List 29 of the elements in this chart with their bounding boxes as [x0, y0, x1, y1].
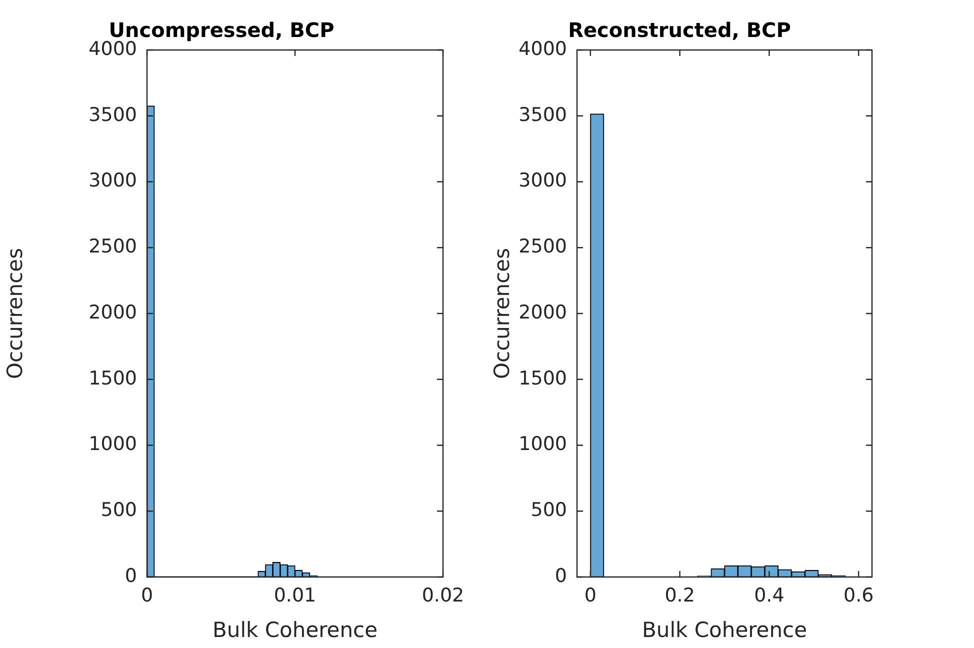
y-tick-label: 2000 [518, 301, 567, 324]
y-tick-label: 0 [554, 564, 567, 587]
x-tick-label: 0 [584, 584, 596, 606]
y-tick-label: 3500 [88, 104, 137, 126]
y-axis-title: Occurrences [3, 248, 28, 380]
y-tick-label: 1000 [88, 433, 137, 456]
y-tick-label: 4000 [518, 38, 567, 60]
x-axis-title: Bulk Coherence [642, 618, 807, 642]
y-tick-label: 2500 [88, 236, 137, 258]
y-axis-title: Occurrences [490, 248, 514, 380]
chart-title: Reconstructed, BCP [568, 18, 791, 42]
y-tick-label: 500 [100, 499, 137, 522]
y-tick-label: 3500 [518, 104, 567, 126]
y-tick-label: 3000 [88, 170, 137, 192]
x-axis-title: Bulk Coherence [212, 618, 378, 642]
y-tick-label: 2000 [88, 301, 137, 324]
y-tick-label: 500 [530, 499, 567, 522]
y-tick-label: 1500 [518, 367, 567, 390]
y-tick-label: 0 [124, 564, 137, 587]
x-tick-label: 0.4 [754, 584, 784, 606]
y-tick-label: 2500 [518, 236, 567, 258]
x-tick-label: 0 [140, 584, 154, 606]
x-tick-label: 0.6 [843, 584, 874, 606]
y-tick-label: 1500 [88, 367, 137, 390]
x-tick-label: 0.02 [422, 584, 464, 606]
y-tick-label: 1000 [518, 433, 567, 456]
x-tick-label: 0.01 [274, 584, 316, 606]
y-tick-label: 3000 [518, 170, 567, 192]
x-tick-label: 0.2 [664, 584, 695, 606]
